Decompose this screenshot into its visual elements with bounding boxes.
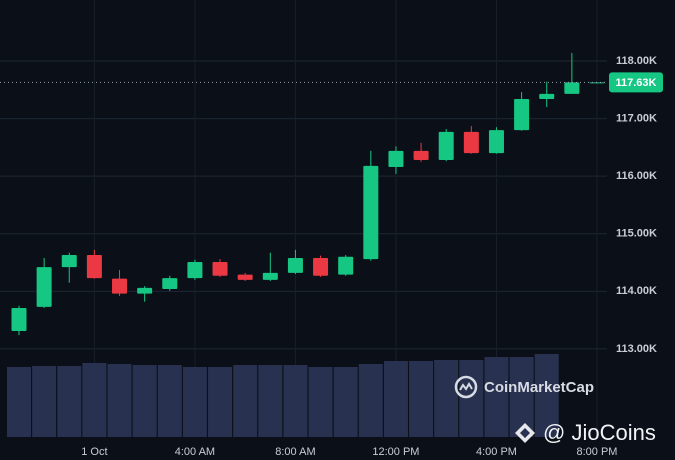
candle-body [112, 278, 128, 294]
volume-bar [7, 367, 31, 437]
volume-bar [157, 365, 182, 437]
x-tick-label: 8:00 PM [577, 446, 618, 458]
y-tick-label: 118.00K [616, 55, 657, 67]
volume-bar [107, 364, 132, 437]
volume-layer [7, 354, 559, 437]
x-tick-label: 4:00 AM [175, 446, 215, 458]
candle-body [539, 93, 555, 100]
cmc-text: CoinMarketCap [484, 379, 594, 396]
candle-body [287, 257, 303, 273]
candle-body [11, 308, 27, 332]
volume-bar [509, 357, 534, 437]
candle-body [413, 150, 429, 161]
y-tick-label: 115.00K [616, 228, 657, 240]
x-tick-label: 12:00 PM [372, 446, 419, 458]
last-price-label: 117.63K [616, 77, 657, 89]
candle-body [137, 287, 153, 294]
handle-watermark: @ JioCoins [515, 420, 656, 445]
volume-bar [383, 361, 408, 437]
candle-body [388, 150, 404, 167]
volume-bar [233, 365, 258, 437]
volume-bar [182, 367, 207, 437]
cmc-logo [454, 375, 478, 399]
volume-bar [459, 360, 484, 437]
volume-bar [409, 361, 434, 437]
volume-bar [258, 365, 283, 437]
volume-bar [484, 357, 509, 437]
candle-body [187, 261, 203, 279]
candle-body [237, 274, 253, 280]
volume-bar [208, 367, 233, 437]
candle-body [338, 256, 354, 275]
candle-body [363, 165, 379, 260]
volume-bar [333, 367, 358, 437]
x-tick-label: 4:00 PM [476, 446, 517, 458]
y-tick-label: 116.00K [616, 170, 657, 182]
y-tick-label: 114.00K [616, 285, 657, 297]
candle-body [162, 278, 178, 290]
volume-bar [32, 366, 57, 437]
candle-body [463, 131, 479, 154]
y-tick-label: 113.00K [616, 343, 657, 355]
x-tick-label: 8:00 AM [275, 446, 315, 458]
candle-body [438, 131, 454, 161]
candle-body [313, 257, 329, 276]
cmc-logo-mark [459, 382, 473, 391]
candle-body [564, 82, 580, 94]
candle-body [212, 261, 228, 276]
x-tick-label: 1 Oct [81, 446, 107, 458]
volume-bar [283, 365, 308, 437]
candle-body [61, 255, 77, 268]
candle-body [36, 267, 52, 307]
candle-body [488, 130, 504, 154]
volume-bar [308, 367, 333, 437]
y-tick-label: 117.00K [616, 113, 657, 125]
last-price-tag [609, 72, 663, 93]
volume-bar [534, 354, 559, 437]
handle-text: @ JioCoins [543, 420, 656, 445]
handle-logo [515, 423, 535, 443]
cmc-watermark: CoinMarketCap [454, 375, 594, 399]
candle-body [514, 99, 530, 131]
candle-body [262, 272, 278, 280]
volume-bar [434, 360, 459, 437]
volume-bar [57, 366, 82, 437]
candle-body [86, 255, 102, 279]
volume-bar [358, 364, 383, 437]
volume-bar [82, 363, 107, 437]
volume-bar [132, 365, 157, 437]
